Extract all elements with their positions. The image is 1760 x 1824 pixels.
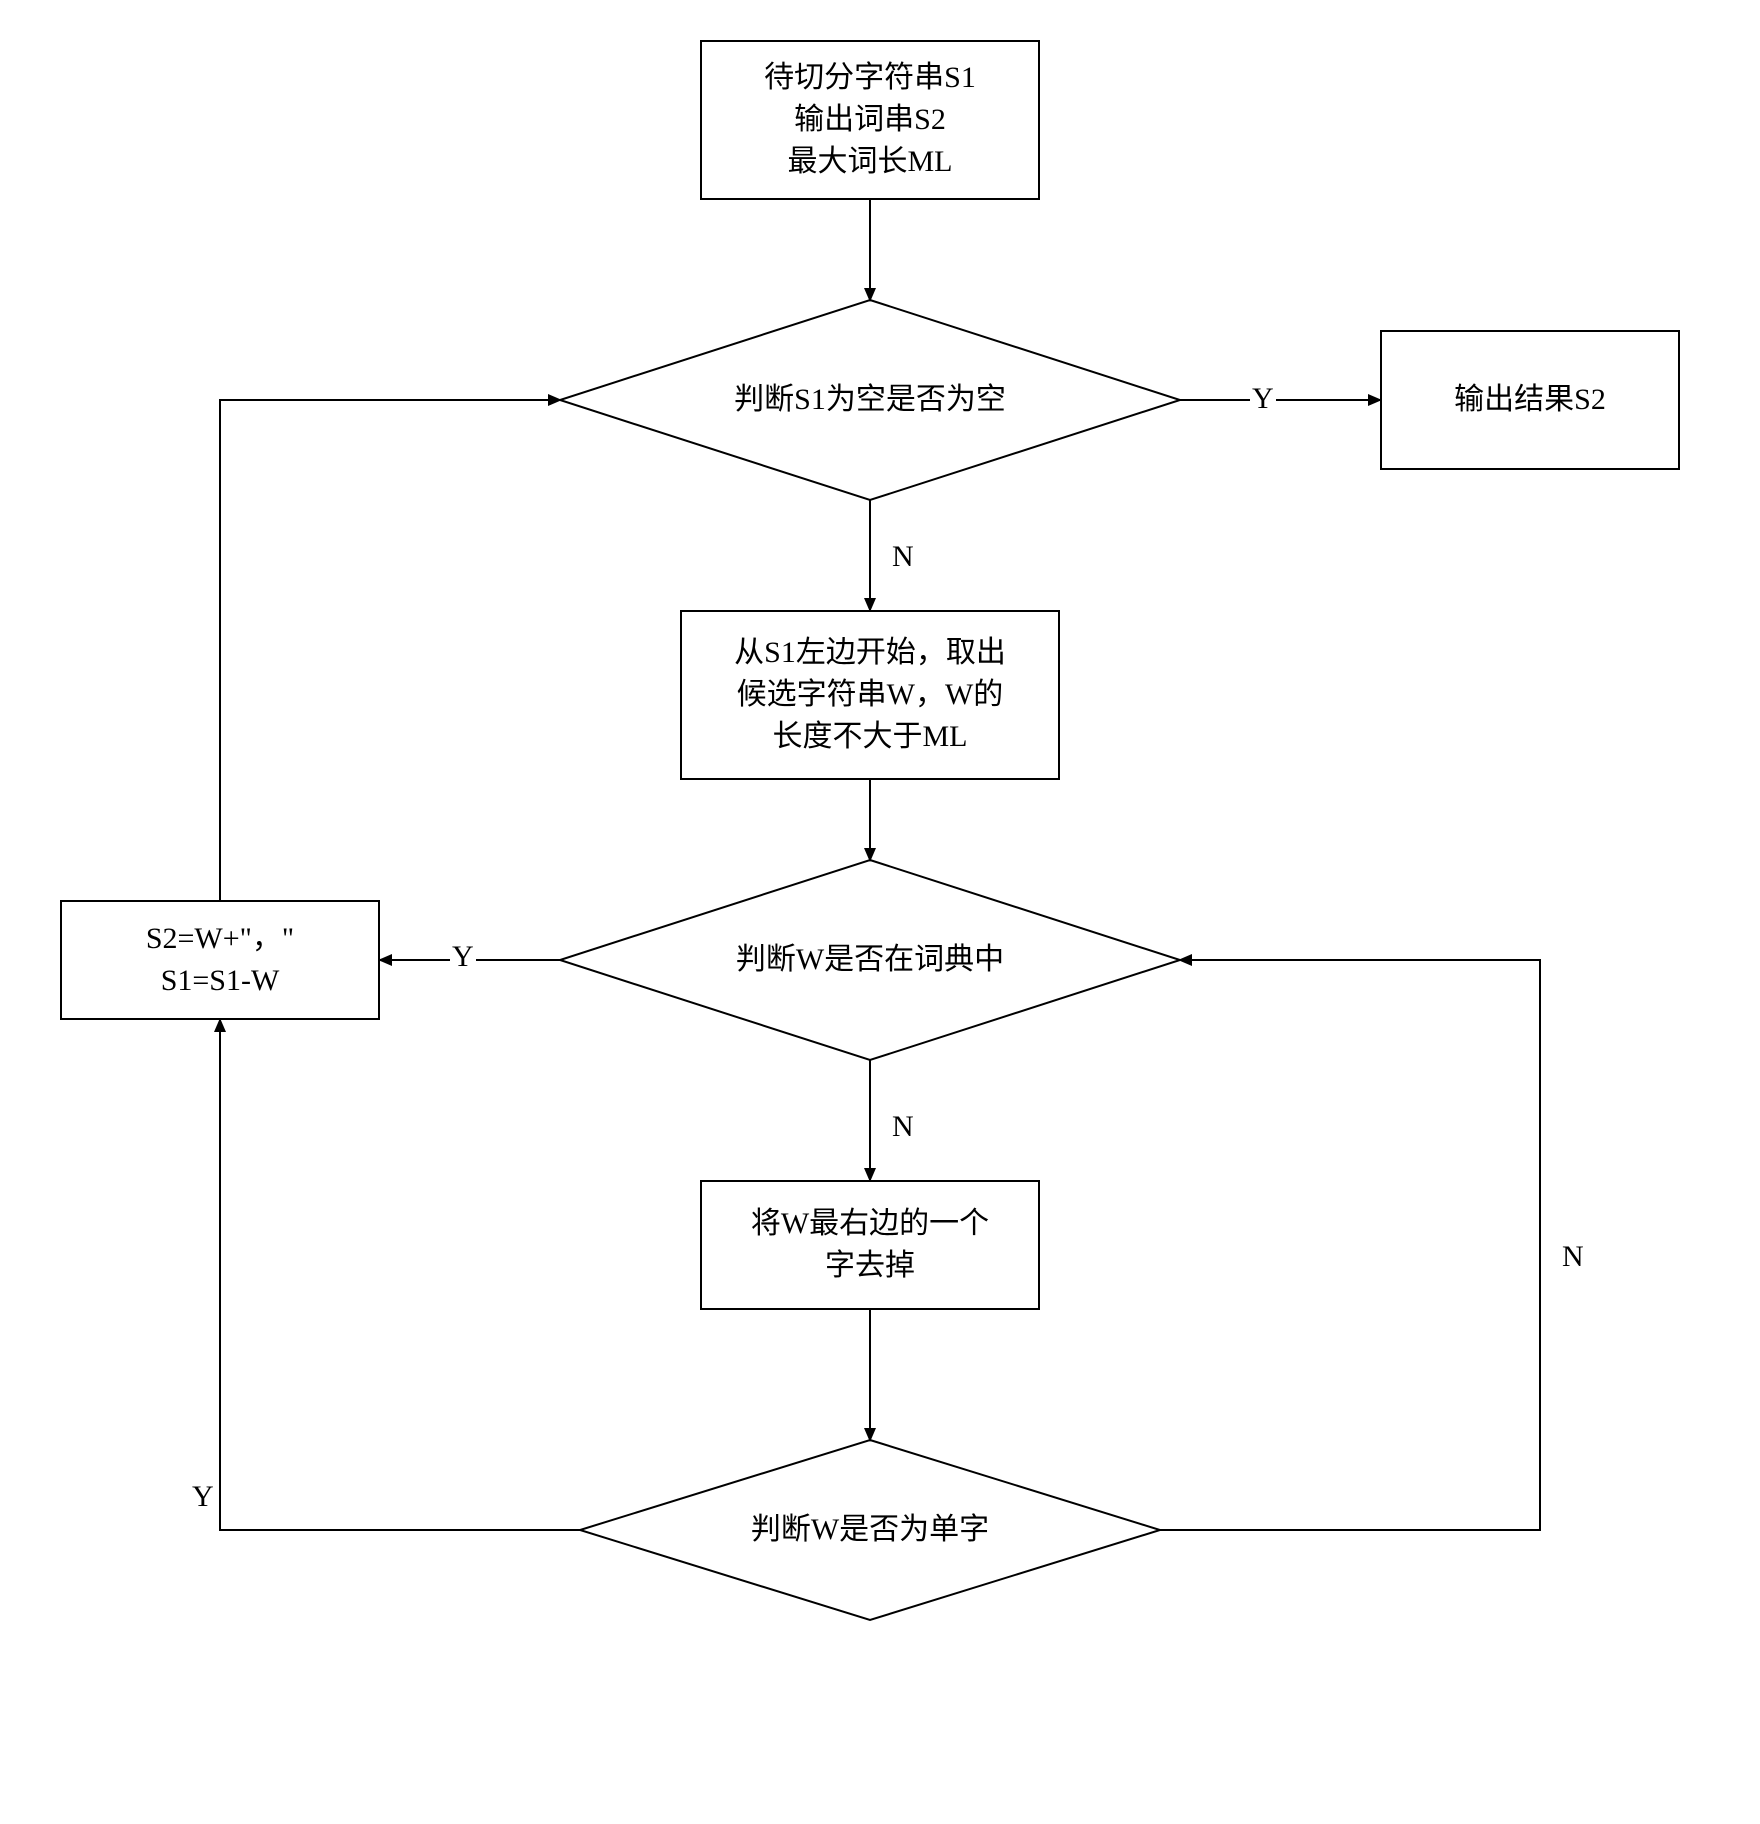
node-s1-empty-label: 判断S1为空是否为空 (620, 370, 1120, 430)
edge-label-n2: N (890, 1110, 916, 1144)
edge-label-n1: N (890, 540, 916, 574)
node-output: 输出结果S2 (1380, 330, 1680, 470)
node-update: S2=W+"，" S1=S1-W (60, 900, 380, 1020)
node-take-w: 从S1左边开始，取出 候选字符串W，W的 长度不大于ML (680, 610, 1060, 780)
flowchart-canvas: 待切分字符串S1 输出词串S2 最大词长ML 输出结果S2 从S1左边开始，取出… (0, 0, 1760, 1824)
node-input-l3: 最大词长ML (788, 141, 953, 183)
node-w-in-dict-label: 判断W是否在词典中 (620, 930, 1120, 990)
node-update-l2: S1=S1-W (161, 960, 280, 1002)
node-drop-right: 将W最右边的一个 字去掉 (700, 1180, 1040, 1310)
node-input-l1: 待切分字符串S1 (764, 57, 976, 99)
node-take-w-l2: 候选字符串W，W的 (737, 674, 1004, 716)
node-input-l2: 输出词串S2 (794, 99, 946, 141)
node-drop-right-l2: 字去掉 (825, 1245, 915, 1287)
node-take-w-l1: 从S1左边开始，取出 (734, 632, 1006, 674)
edge-label-y1: Y (1250, 382, 1276, 416)
node-take-w-l3: 长度不大于ML (773, 716, 968, 758)
node-w-single-label: 判断W是否为单字 (640, 1500, 1100, 1560)
node-output-l1: 输出结果S2 (1454, 379, 1606, 421)
node-drop-right-l1: 将W最右边的一个 (751, 1203, 989, 1245)
edge-label-n3: N (1560, 1240, 1586, 1274)
node-update-l1: S2=W+"，" (146, 918, 294, 960)
edge-label-y3: Y (190, 1480, 216, 1514)
edge-label-y2: Y (450, 940, 476, 974)
node-input: 待切分字符串S1 输出词串S2 最大词长ML (700, 40, 1040, 200)
